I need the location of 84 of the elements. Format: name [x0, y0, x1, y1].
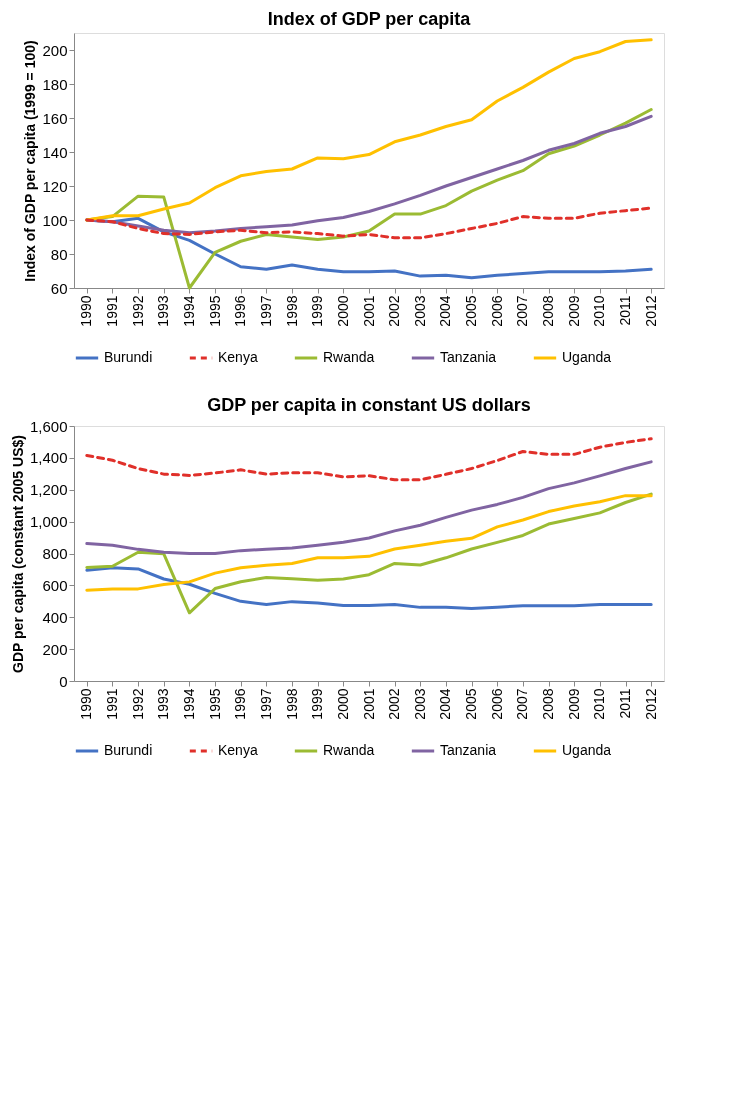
line-series	[85, 38, 653, 222]
x-tick-label: 2002	[386, 688, 403, 720]
x-tick-label: 2010	[591, 295, 608, 327]
y-tick-label: 800	[42, 545, 68, 562]
x-tick-label: 2003	[411, 295, 428, 327]
y-tick-label: 100	[42, 211, 68, 229]
x-tick-label: 1992	[129, 688, 146, 720]
x-tick-label: 1995	[206, 688, 223, 720]
x-tick-label: 2001	[360, 688, 377, 720]
x-tick-label: 2004	[437, 295, 454, 327]
y-tick-label: 140	[42, 143, 68, 161]
x-tick-label: 2005	[463, 295, 480, 327]
line-series	[85, 492, 653, 615]
y-tick-label: 0	[59, 672, 68, 690]
y-tick-label: 1,200	[29, 481, 68, 499]
legend-label: Burundi	[104, 742, 153, 758]
y-tick-label: 80	[50, 245, 68, 263]
legend-label: Uganda	[562, 742, 612, 758]
x-tick-label: 1991	[103, 688, 120, 720]
y-tick-label: 60	[50, 279, 68, 297]
x-tick-label: 2005	[463, 688, 480, 720]
x-tick-label: 2000	[334, 688, 351, 720]
x-tick-label: 2006	[488, 295, 505, 327]
line-series	[85, 206, 653, 240]
chart-title: GDP per capita in constant US dollars	[207, 395, 531, 415]
y-tick-label: 200	[42, 640, 68, 658]
x-tick-label: 2008	[540, 688, 557, 720]
y-axis-title: Index of GDP per capita (1999 = 100)	[22, 40, 39, 282]
y-tick-label: 120	[42, 177, 68, 195]
x-tick-label: 1998	[283, 295, 300, 327]
x-tick-label: 2009	[565, 688, 582, 720]
x-tick-label: 2008	[540, 295, 557, 327]
x-tick-label: 2006	[488, 688, 505, 720]
y-tick-label: 160	[42, 109, 68, 127]
x-tick-label: 1994	[180, 688, 197, 720]
x-tick-label: 1994	[180, 295, 197, 327]
legend-label: Rwanda	[323, 742, 375, 758]
legend-label: Tanzania	[440, 349, 497, 365]
x-tick-label: 1993	[155, 295, 172, 327]
chart-title: Index of GDP per capita	[267, 9, 472, 29]
y-axis-title: GDP per capita (constant 2005 US$)	[9, 435, 26, 673]
legend-label: Kenya	[218, 742, 258, 758]
x-tick-label: 1993	[155, 688, 172, 720]
x-tick-label: 1999	[309, 295, 326, 327]
y-tick-label: 180	[42, 75, 68, 93]
line-series	[85, 566, 653, 610]
x-tick-label: 2012	[642, 688, 659, 720]
x-tick-label: 1996	[232, 295, 249, 327]
x-tick-label: 2012	[642, 295, 659, 327]
x-tick-label: 2000	[334, 295, 351, 327]
x-tick-label: 2002	[386, 295, 403, 327]
y-tick-label: 1,000	[29, 513, 68, 531]
x-tick-label: 1996	[232, 688, 249, 720]
line-series	[85, 494, 653, 592]
x-tick-label: 1997	[257, 295, 274, 327]
x-tick-label: 2001	[360, 295, 377, 327]
x-tick-label: 2011	[617, 688, 634, 719]
x-tick-label: 1995	[206, 295, 223, 327]
x-tick-label: 1998	[283, 688, 300, 720]
legend-label: Tanzania	[440, 742, 497, 758]
legend-label: Rwanda	[323, 349, 375, 365]
x-tick-label: 2010	[591, 688, 608, 720]
y-tick-label: 1,400	[29, 449, 68, 467]
x-tick-label: 2011	[617, 295, 634, 326]
y-tick-label: 200	[42, 41, 68, 59]
legend-label: Kenya	[218, 349, 258, 365]
x-tick-label: 2004	[437, 688, 454, 720]
x-tick-label: 1999	[309, 688, 326, 720]
line-series	[85, 460, 653, 555]
x-tick-label: 1990	[78, 688, 95, 720]
y-tick-label: 1,600	[29, 417, 68, 435]
y-tick-label: 600	[42, 576, 68, 594]
x-tick-label: 2007	[514, 295, 531, 327]
x-tick-label: 1990	[78, 295, 95, 327]
line-series	[85, 437, 653, 482]
y-tick-label: 400	[42, 608, 68, 626]
x-tick-label: 1992	[129, 295, 146, 327]
legend-label: Burundi	[104, 349, 153, 365]
x-tick-label: 2003	[411, 688, 428, 720]
x-tick-label: 2009	[565, 295, 582, 327]
x-tick-label: 1991	[103, 295, 120, 327]
legend-label: Uganda	[562, 349, 612, 365]
x-tick-label: 1997	[257, 688, 274, 720]
x-tick-label: 2007	[514, 688, 531, 720]
